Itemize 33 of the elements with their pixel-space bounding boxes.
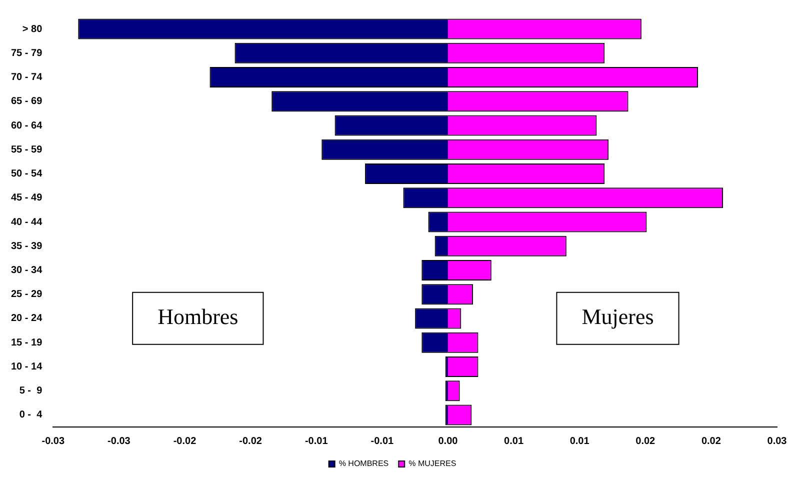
x-tick-label: -0.03 <box>108 436 131 447</box>
y-tick-label: 5 - 9 <box>19 386 43 397</box>
y-tick-label: 15 - 19 <box>10 337 43 348</box>
y-tick-label: 60 - 64 <box>10 120 43 132</box>
y-tick-label: 65 - 69 <box>10 96 43 108</box>
y-tick-label: > 80 <box>22 24 43 35</box>
y-tick-label: 75 - 79 <box>10 48 43 59</box>
x-tick-label: 0.03 <box>767 436 788 447</box>
y-tick-label: 55 - 59 <box>10 144 43 156</box>
x-tick-label: -0.01 <box>370 436 394 447</box>
y-tick-label: 20 - 24 <box>10 313 43 324</box>
y-tick-label: 35 - 39 <box>10 240 43 252</box>
x-tick-label: -0.03 <box>42 436 65 447</box>
x-tick-label: 0.00 <box>438 436 458 447</box>
x-tick-label: -0.02 <box>173 436 197 447</box>
y-tick-label: 25 - 29 <box>10 289 43 300</box>
annotation: Hombres <box>158 304 238 330</box>
y-tick-label: 45 - 49 <box>10 192 43 204</box>
x-tick-label: 0.02 <box>636 436 656 447</box>
x-tick-label: -0.01 <box>304 436 328 447</box>
x-tick-label: 0.01 <box>570 436 590 447</box>
y-tick-label: 10 - 14 <box>10 361 43 372</box>
y-tick-label: 50 - 54 <box>10 168 43 180</box>
y-tick-label: 30 - 34 <box>10 264 43 276</box>
y-tick-label: 0 - 4 <box>19 410 43 421</box>
legend-label: % HOMBRES <box>338 459 389 468</box>
x-tick-label: -0.02 <box>239 436 262 447</box>
y-tick-label: 70 - 74 <box>10 72 43 84</box>
x-tick-label: 0.01 <box>504 436 524 447</box>
x-tick-label: 0.02 <box>701 436 722 447</box>
annotation: Mujeres <box>582 304 654 330</box>
legend-label: % MUJERES <box>408 459 456 468</box>
y-tick-label: 40 - 44 <box>10 216 43 228</box>
